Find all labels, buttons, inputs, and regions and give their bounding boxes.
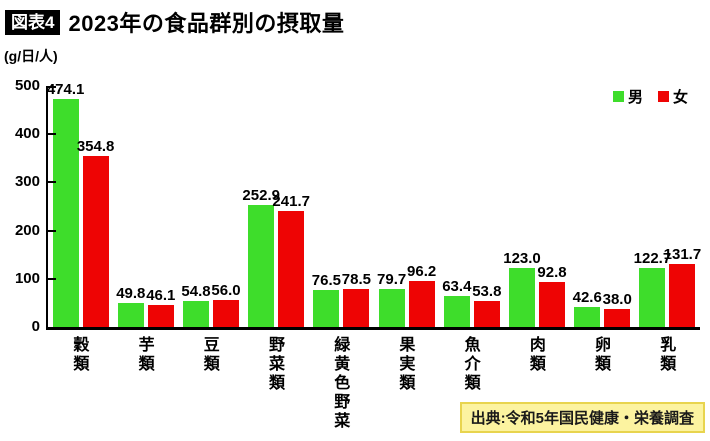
bar-group: 123.0 92.8 xyxy=(503,250,569,327)
bar-value-label: 46.1 xyxy=(146,286,176,304)
bar-男-芋類: 49.8 xyxy=(116,285,145,327)
category-label: 魚介類 xyxy=(461,336,479,393)
y-tick-mark xyxy=(48,133,56,136)
bar-value-label: 131.7 xyxy=(663,245,702,263)
category-label: 肉類 xyxy=(526,336,544,374)
bar-group: 252.9 241.7 xyxy=(242,187,310,327)
category-label: 乳類 xyxy=(657,336,675,374)
y-tick-mark xyxy=(48,229,56,232)
category-axis: 穀類 芋類 豆類 野菜類 緑黄色野菜 果実類 魚介類 肉類 卵類 乳類 xyxy=(46,336,698,431)
bar-男-野菜類: 252.9 xyxy=(242,187,280,327)
bar-group: 63.4 53.8 xyxy=(439,278,504,327)
bar-value-label: 78.5 xyxy=(341,271,372,289)
legend-male-label: 男 xyxy=(628,89,644,106)
bar-男-緑黄色野菜: 76.5 xyxy=(312,272,341,327)
header: 図表4 2023年の食品群別の摂取量 xyxy=(5,6,344,38)
bar-value-label: 122.7 xyxy=(633,249,672,267)
category-label: 果実類 xyxy=(396,336,414,393)
category-label-cell: 肉類 xyxy=(502,336,567,431)
bar-value-label: 42.6 xyxy=(572,288,602,306)
y-tick-label: 400 xyxy=(14,125,40,143)
legend-item-female: 女 xyxy=(658,86,688,107)
bar-男-魚介類: 63.4 xyxy=(442,278,471,327)
bar-男-肉類: 123.0 xyxy=(503,250,541,327)
category-label-cell: 緑黄色野菜 xyxy=(307,336,372,431)
legend-female-label: 女 xyxy=(673,89,689,106)
bar-女-卵類: 38.0 xyxy=(603,291,632,327)
bar-男-豆類: 54.8 xyxy=(181,283,211,327)
category-label: 緑黄色野菜 xyxy=(331,336,349,431)
bar-group: 122.7 131.7 xyxy=(634,246,701,327)
y-tick-mark xyxy=(48,181,56,184)
bar-男-穀類: 474.1 xyxy=(47,81,84,327)
plot-area: 474.1 354.8 49.8 46.1 54.8 56.0 252.9 241.7 76.5… xyxy=(46,81,701,330)
female-color-swatch xyxy=(658,91,670,102)
category-label-cell: 卵類 xyxy=(568,336,633,431)
bar-男-乳類: 122.7 xyxy=(634,250,671,327)
bar-value-label: 76.5 xyxy=(311,272,342,290)
bar-value-label: 354.8 xyxy=(76,138,115,155)
male-color-swatch xyxy=(613,91,624,102)
y-tick-label: 500 xyxy=(14,77,40,94)
bar-value-label: 49.8 xyxy=(116,285,146,302)
bar-男-果実類: 79.7 xyxy=(377,271,406,327)
bar-value-label: 252.9 xyxy=(242,187,280,205)
bar-男-卵類: 42.6 xyxy=(573,289,602,327)
bar-value-label: 56.0 xyxy=(211,282,241,299)
category-label-cell: 野菜類 xyxy=(242,336,307,431)
bar-女-乳類: 131.7 xyxy=(664,246,701,327)
y-tick-label: 200 xyxy=(14,221,40,239)
category-label-cell: 果実類 xyxy=(372,336,437,431)
legend: 男 女 xyxy=(613,86,688,107)
category-label: 芋類 xyxy=(135,336,153,374)
bar-value-label: 92.8 xyxy=(537,264,567,282)
category-label-cell: 豆類 xyxy=(176,336,241,431)
bar-value-label: 53.8 xyxy=(472,283,502,301)
bar-女-魚介類: 53.8 xyxy=(472,283,501,327)
bar-group: 49.8 46.1 xyxy=(113,285,178,327)
bar-value-label: 54.8 xyxy=(181,282,211,300)
category-label-cell: 穀類 xyxy=(46,336,111,431)
bar-group: 42.6 38.0 xyxy=(570,289,635,327)
bar-女-肉類: 92.8 xyxy=(537,264,567,327)
y-axis-unit-label: (g/日/人) xyxy=(4,48,58,64)
source-note: 出典:令和5年国民健康・栄養調査 xyxy=(459,402,705,433)
bar-group: 474.1 354.8 xyxy=(47,81,114,327)
bar-女-穀類: 354.8 xyxy=(77,138,114,327)
bar-value-label: 38.0 xyxy=(602,290,632,308)
y-tick-label: 100 xyxy=(14,269,40,287)
bar-女-野菜類: 241.7 xyxy=(272,193,310,327)
bar-group: 54.8 56.0 xyxy=(178,282,243,327)
bar-group: 79.7 96.2 xyxy=(374,263,439,327)
bar-value-label: 63.4 xyxy=(442,278,472,296)
bar-value-label: 96.2 xyxy=(407,262,437,280)
bar-group: 76.5 78.5 xyxy=(309,271,374,327)
bar-value-label: 241.7 xyxy=(272,192,310,210)
category-label: 卵類 xyxy=(592,336,610,374)
bar-value-label: 123.0 xyxy=(503,249,541,267)
legend-item-male: 男 xyxy=(613,86,643,107)
bar-女-豆類: 56.0 xyxy=(211,282,241,327)
y-tick-label: 0 xyxy=(31,318,40,335)
category-label: 穀類 xyxy=(70,336,88,374)
bar-value-label: 79.7 xyxy=(377,270,407,288)
category-label-cell: 芋類 xyxy=(111,336,176,431)
bar-value-label: 474.1 xyxy=(46,80,85,98)
category-label: 野菜類 xyxy=(266,336,283,393)
figure-tag: 図表4 xyxy=(5,9,61,35)
category-label-cell: 魚介類 xyxy=(437,336,502,431)
bar-女-緑黄色野菜: 78.5 xyxy=(342,271,371,327)
category-label: 豆類 xyxy=(200,336,218,374)
y-tick-label: 300 xyxy=(14,173,40,191)
y-tick-mark xyxy=(48,86,56,88)
category-label-cell: 乳類 xyxy=(633,336,698,431)
y-tick-mark xyxy=(48,277,56,280)
bar-女-果実類: 96.2 xyxy=(407,263,436,327)
page-title: 2023年の食品群別の摂取量 xyxy=(68,11,345,36)
bar-女-芋類: 46.1 xyxy=(146,287,175,327)
